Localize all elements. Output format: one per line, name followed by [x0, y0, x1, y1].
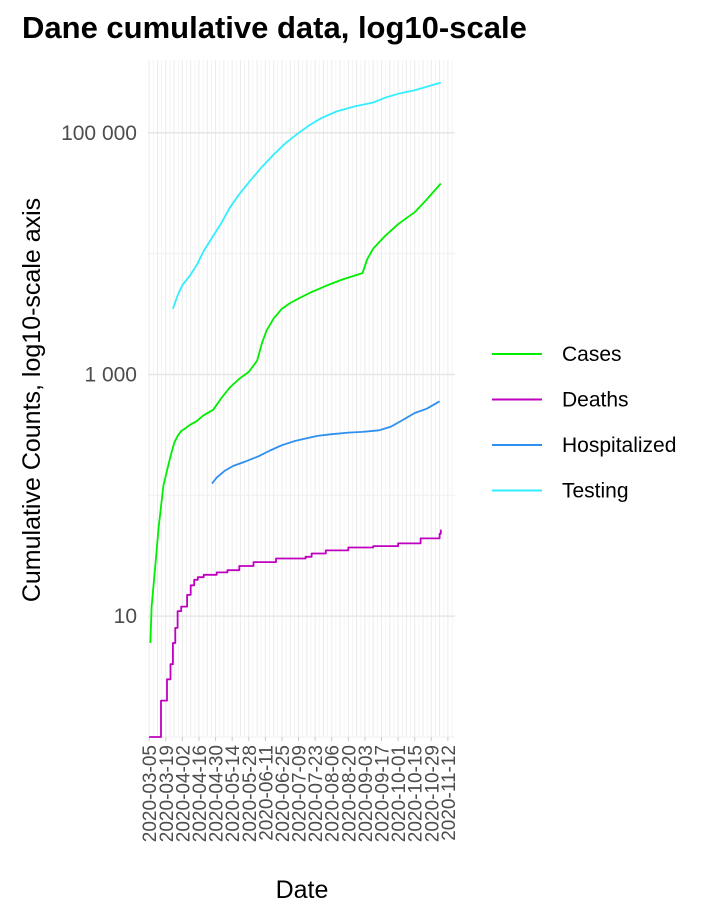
chart-title: Dane cumulative data, log10-scale [22, 10, 527, 45]
x-tick-label: 2020-11-12 [439, 745, 460, 841]
x-tick-label: 2020-09-03 [356, 745, 377, 842]
y-ticks: 10 1 000 100 000 [61, 122, 137, 628]
series-line-hospitalized [211, 400, 441, 485]
x-tick-label: 2020-03-05 [140, 745, 161, 842]
x-tick-label: 2020-07-23 [306, 745, 327, 842]
series-layer [149, 81, 442, 738]
y-tick-label: 1 000 [84, 363, 137, 386]
x-ticks: 2020-03-052020-03-192020-04-022020-04-16… [140, 737, 460, 842]
x-tick-label: 2020-09-17 [373, 745, 394, 842]
series-line-cases [149, 182, 442, 644]
x-tick-label: 2020-05-14 [223, 745, 244, 843]
x-tick-label: 2020-04-30 [207, 745, 228, 842]
y-tick-label: 100 000 [61, 122, 137, 145]
y-axis-title: Cumulative Counts, log10-scale axis [18, 198, 46, 602]
x-tick-label: 2020-10-29 [422, 745, 443, 842]
legend-label: Hospitalized [562, 434, 676, 457]
x-tick-label: 2020-10-01 [389, 745, 410, 842]
series-line-testing [172, 81, 442, 310]
x-tick-label: 2020-04-02 [173, 745, 194, 842]
grid-layer [148, 60, 455, 738]
x-tick-label: 2020-10-15 [406, 745, 427, 842]
x-axis-title: Date [276, 876, 329, 904]
x-tick-label: 2020-05-28 [240, 745, 261, 842]
x-tick-label: 2020-08-06 [323, 745, 344, 842]
legend-label: Deaths [562, 389, 629, 412]
x-tick-label: 2020-08-20 [339, 745, 360, 842]
x-tick-label: 2020-06-25 [273, 745, 294, 842]
x-tick-label: 2020-03-19 [157, 745, 178, 842]
x-tick-label: 2020-06-11 [256, 745, 277, 841]
x-tick-label: 2020-04-16 [190, 745, 211, 842]
legend: Cases Deaths Hospitalized Testing [492, 343, 676, 503]
x-tick-label: 2020-07-09 [290, 745, 311, 842]
series-line-deaths [149, 529, 442, 738]
y-tick-label: 10 [114, 605, 137, 628]
legend-label: Testing [562, 480, 629, 503]
legend-label: Cases [562, 343, 622, 366]
